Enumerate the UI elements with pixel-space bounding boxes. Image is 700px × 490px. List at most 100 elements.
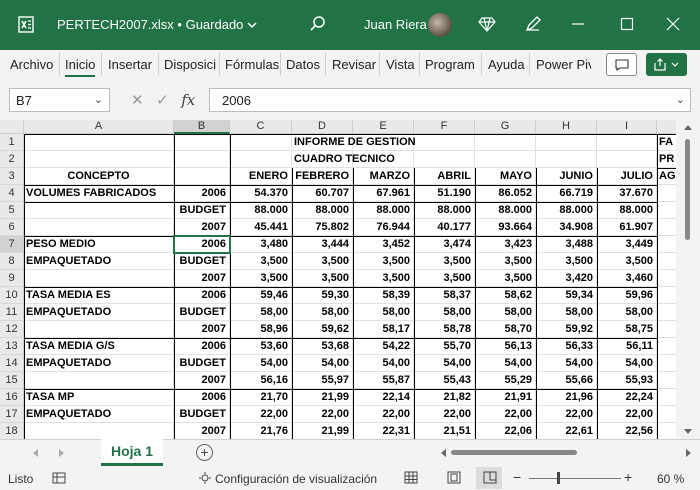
- cell[interactable]: 3,500: [475, 253, 536, 270]
- cell[interactable]: 59,62: [292, 321, 353, 338]
- row-header[interactable]: 16: [0, 389, 24, 406]
- cell[interactable]: 3,423: [475, 236, 536, 253]
- tab-power-pivot[interactable]: Power Piv: [536, 57, 591, 72]
- chevron-down-icon[interactable]: [247, 22, 257, 29]
- cell[interactable]: 56,33: [536, 338, 597, 355]
- cell[interactable]: 2006: [174, 389, 230, 406]
- cell[interactable]: 58,00: [414, 304, 475, 321]
- cell[interactable]: [24, 321, 174, 338]
- cell[interactable]: 54.370: [230, 185, 292, 202]
- cell[interactable]: 60.707: [292, 185, 353, 202]
- cell[interactable]: MARZO: [353, 168, 414, 185]
- cell[interactable]: 22,00: [597, 406, 657, 423]
- cell[interactable]: [174, 168, 230, 185]
- sheet-tab-hoja1[interactable]: Hoja 1: [101, 439, 163, 466]
- display-settings-icon[interactable]: [199, 472, 211, 484]
- cell[interactable]: 22,00: [475, 406, 536, 423]
- cell[interactable]: BUDGET: [174, 253, 230, 270]
- cell[interactable]: 3,500: [536, 253, 597, 270]
- cell[interactable]: TASA MEDIA G/S: [24, 338, 174, 355]
- row-header[interactable]: 14: [0, 355, 24, 372]
- cell[interactable]: 59,92: [536, 321, 597, 338]
- column-header[interactable]: A: [24, 120, 174, 134]
- tab-datos[interactable]: Datos: [286, 57, 320, 72]
- cell[interactable]: 40.177: [414, 219, 475, 236]
- cell[interactable]: 3,500: [353, 253, 414, 270]
- row-header[interactable]: 11: [0, 304, 24, 321]
- cell[interactable]: [597, 151, 657, 168]
- tab-programador[interactable]: Program: [425, 57, 475, 72]
- column-header[interactable]: H: [536, 120, 597, 134]
- column-header[interactable]: B: [174, 120, 230, 134]
- cell[interactable]: ENERO: [230, 168, 292, 185]
- column-header[interactable]: C: [230, 120, 292, 134]
- cell[interactable]: 3,500: [230, 270, 292, 287]
- cell[interactable]: 61.907: [597, 219, 657, 236]
- cell[interactable]: 55,66: [536, 372, 597, 389]
- cell[interactable]: 58,00: [230, 304, 292, 321]
- row-header[interactable]: 15: [0, 372, 24, 389]
- tab-disposicion[interactable]: Disposici: [164, 57, 217, 72]
- cell[interactable]: 51.190: [414, 185, 475, 202]
- cell[interactable]: [657, 355, 676, 372]
- scroll-up-icon[interactable]: [684, 124, 692, 130]
- prev-sheet-icon[interactable]: [32, 449, 38, 457]
- comments-button[interactable]: [606, 53, 637, 76]
- display-settings[interactable]: Configuración de visualización: [215, 472, 378, 486]
- cell[interactable]: 3,480: [230, 236, 292, 253]
- cell[interactable]: 22,00: [353, 406, 414, 423]
- cell[interactable]: [657, 372, 676, 389]
- cell[interactable]: EMPAQUETADO: [24, 406, 174, 423]
- cell[interactable]: 58,78: [414, 321, 475, 338]
- vertical-scrollbar[interactable]: [676, 120, 700, 439]
- cell[interactable]: PR: [657, 151, 676, 168]
- zoom-slider[interactable]: [529, 478, 621, 479]
- name-box[interactable]: B7 ⌄: [9, 88, 110, 112]
- row-header[interactable]: 6: [0, 219, 24, 236]
- cell[interactable]: JULIO: [597, 168, 657, 185]
- cell[interactable]: 55,87: [353, 372, 414, 389]
- cell[interactable]: 8: [657, 219, 676, 236]
- scroll-right-icon[interactable]: [686, 449, 692, 457]
- cell[interactable]: 53,60: [230, 338, 292, 355]
- cell[interactable]: EMPAQUETADO: [24, 355, 174, 372]
- cell[interactable]: 58,00: [536, 304, 597, 321]
- normal-view-icon[interactable]: [404, 471, 418, 484]
- cell[interactable]: PESO MEDIO: [24, 236, 174, 253]
- cell[interactable]: 55,97: [292, 372, 353, 389]
- cell[interactable]: FA: [657, 134, 676, 151]
- cell[interactable]: 59,30: [292, 287, 353, 304]
- cell[interactable]: 88.000: [414, 202, 475, 219]
- cell[interactable]: 2007: [174, 270, 230, 287]
- cell[interactable]: 3,500: [292, 253, 353, 270]
- cell[interactable]: 2006: [174, 338, 230, 355]
- cell[interactable]: 2007: [174, 321, 230, 338]
- row-header[interactable]: 4: [0, 185, 24, 202]
- row-header[interactable]: 9: [0, 270, 24, 287]
- column-header[interactable]: G: [475, 120, 536, 134]
- cell[interactable]: BUDGET: [174, 355, 230, 372]
- spreadsheet-grid[interactable]: A B C D E F G H I 1 2 3 4 5 6 7 8 9 10 11 12 13 14 15 16 17 18 INFO…: [0, 120, 676, 439]
- column-header[interactable]: [657, 120, 676, 134]
- cell[interactable]: 88.000: [597, 202, 657, 219]
- cell[interactable]: 21,70: [230, 389, 292, 406]
- cell[interactable]: 2006: [174, 287, 230, 304]
- cell[interactable]: 88.000: [353, 202, 414, 219]
- cell[interactable]: [597, 134, 657, 151]
- cell[interactable]: 22,00: [536, 406, 597, 423]
- cell[interactable]: VOLUMES FABRICADOS: [24, 185, 174, 202]
- user-name[interactable]: Juan Riera: [364, 17, 427, 32]
- select-all-corner[interactable]: [0, 120, 24, 134]
- cell[interactable]: 58,00: [597, 304, 657, 321]
- column-header[interactable]: D: [292, 120, 353, 134]
- cell[interactable]: [230, 151, 292, 168]
- cell[interactable]: 88.000: [230, 202, 292, 219]
- cell[interactable]: 58,96: [230, 321, 292, 338]
- cell[interactable]: ABRIL: [414, 168, 475, 185]
- cell[interactable]: 22,00: [230, 406, 292, 423]
- cell[interactable]: 59,34: [536, 287, 597, 304]
- tab-vista[interactable]: Vista: [386, 57, 415, 72]
- cell[interactable]: [475, 151, 536, 168]
- row-header[interactable]: 10: [0, 287, 24, 304]
- zoom-slider-thumb[interactable]: [557, 472, 560, 484]
